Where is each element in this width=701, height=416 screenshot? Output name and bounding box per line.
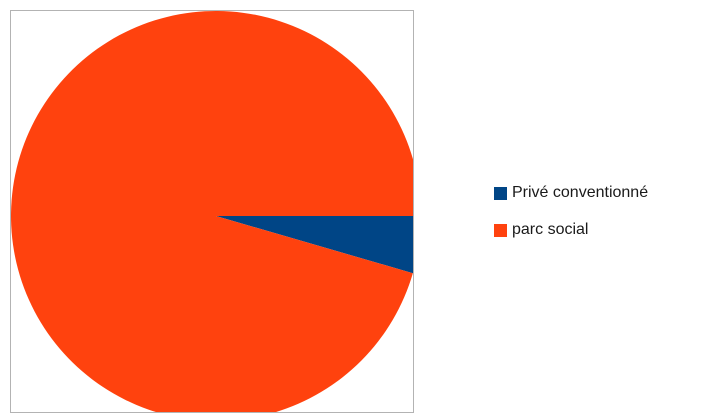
pie-chart <box>11 11 413 412</box>
chart-area <box>10 10 414 413</box>
legend-item-prive-conventionne: Privé conventionné <box>494 182 648 204</box>
legend-label-prive-conventionne: Privé conventionné <box>512 184 649 201</box>
legend-swatch-prive-conventionne <box>494 186 507 200</box>
legend-item-parc-social: parc social <box>494 219 648 241</box>
pie-slice-parc-social <box>11 11 413 412</box>
legend: Privé conventionné parc social <box>494 182 648 256</box>
legend-label-parc-social: parc social <box>512 221 589 238</box>
pie-slice-prive-conventionne <box>216 216 413 274</box>
legend-swatch-parc-social <box>494 223 507 237</box>
